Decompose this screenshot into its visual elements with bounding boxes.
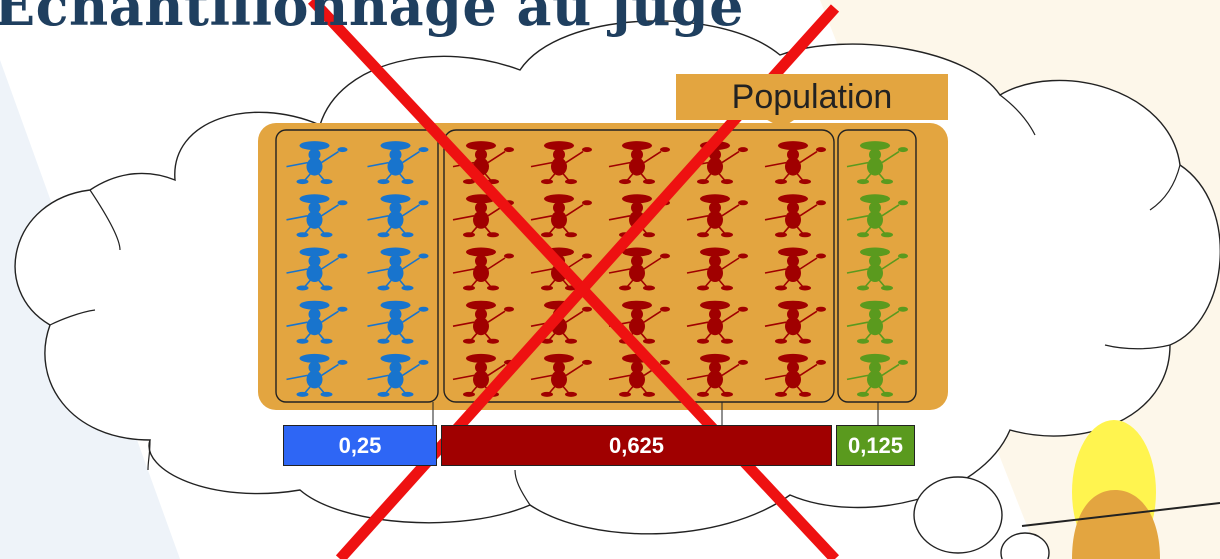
person-icon-blue <box>367 300 429 344</box>
person-icon-red <box>764 247 826 291</box>
person-icon-red <box>764 194 826 238</box>
cloud-fold <box>999 94 1036 136</box>
group-frame-green <box>837 129 917 403</box>
judge-figure <box>1021 420 1220 559</box>
group-frame-red <box>443 129 835 403</box>
person-icon-red <box>608 247 670 291</box>
person-icon-blue <box>286 141 348 185</box>
person-icon-red <box>686 353 748 397</box>
cloud-fold <box>1149 164 1181 211</box>
person-icon-green <box>846 194 908 238</box>
proportion-value: 0,25 <box>338 432 382 458</box>
person-icon-red <box>452 353 514 397</box>
person-icon-green <box>846 300 908 344</box>
person-icon-green <box>846 247 908 291</box>
person-icon-red <box>608 300 670 344</box>
thought-bubble-small <box>1000 532 1050 559</box>
group-frame-blue <box>275 129 439 403</box>
person-icon-blue <box>367 141 429 185</box>
person-icon-blue <box>286 353 348 397</box>
thought-bubble-large <box>913 476 1003 554</box>
person-icon-red <box>452 300 514 344</box>
proportion-value: 0,125 <box>847 432 904 458</box>
person-icon-red <box>452 194 514 238</box>
person-icon-red <box>764 353 826 397</box>
cloud-fold <box>89 189 121 251</box>
cloud-fold <box>1104 344 1171 350</box>
slide-title: Échantillonnage au juge <box>0 0 744 38</box>
person-icon-blue <box>367 353 429 397</box>
cloud-fold <box>514 469 531 506</box>
person-icon-red <box>530 194 592 238</box>
proportion-value: 0,625 <box>608 432 665 458</box>
person-icon-red <box>686 300 748 344</box>
person-icon-red <box>686 247 748 291</box>
person-icon-green <box>846 141 908 185</box>
person-icon-blue <box>286 300 348 344</box>
population-figures <box>286 141 908 397</box>
person-icon-blue <box>367 194 429 238</box>
person-icon-red <box>764 141 826 185</box>
person-icon-green <box>846 353 908 397</box>
proportion-segment: 0,25 <box>283 425 437 466</box>
cloud-fold <box>147 439 151 471</box>
person-icon-blue <box>286 194 348 238</box>
person-icon-red <box>530 353 592 397</box>
person-icon-red <box>608 141 670 185</box>
person-icon-red <box>452 247 514 291</box>
person-icon-red <box>530 141 592 185</box>
person-icon-red <box>764 300 826 344</box>
person-icon-blue <box>286 247 348 291</box>
population-label: Population <box>676 74 948 120</box>
person-icon-blue <box>367 247 429 291</box>
proportion-segment: 0,125 <box>836 425 915 466</box>
proportion-segment: 0,625 <box>441 425 832 466</box>
person-icon-red <box>686 194 748 238</box>
cloud-fold <box>49 309 96 326</box>
